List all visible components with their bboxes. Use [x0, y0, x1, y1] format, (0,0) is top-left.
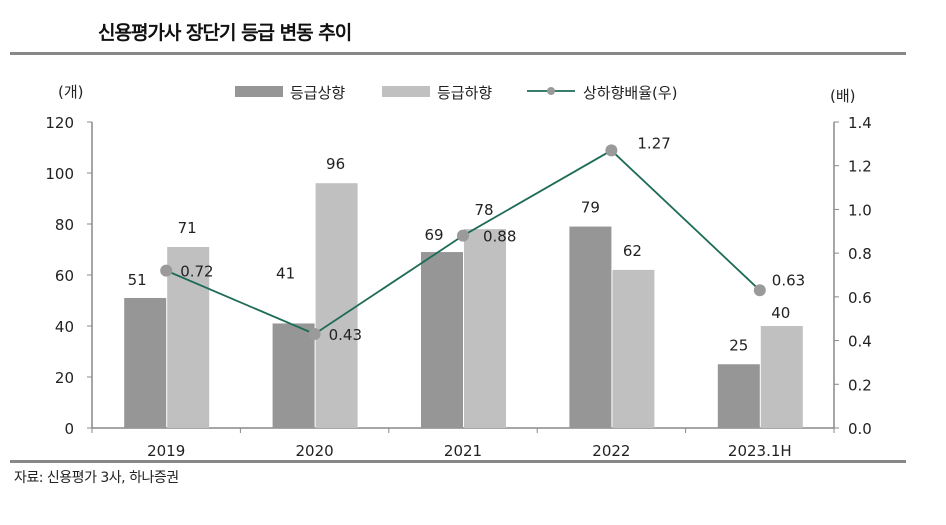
- ratio-value-label: 0.88: [483, 228, 516, 246]
- bar-downgrade: [612, 269, 655, 428]
- bar-value-label: 62: [623, 242, 642, 260]
- bar-value-label: 51: [128, 271, 147, 289]
- left-tick-label: 40: [55, 318, 74, 336]
- bar-upgrade: [717, 364, 760, 428]
- left-tick-label: 20: [55, 369, 74, 387]
- legend-label: 등급상향: [290, 84, 345, 102]
- ratio-marker: [160, 264, 173, 277]
- ratio-value-label: 1.27: [637, 134, 670, 152]
- legend-label: 상하향배율(우): [583, 84, 678, 102]
- title-rule: [10, 52, 906, 55]
- ratio-marker: [308, 328, 321, 341]
- left-tick-label: 60: [55, 267, 74, 285]
- x-tick-label: 2021: [444, 442, 482, 460]
- chart-svg: 0 20 40 60 80 100 120 0.0 0.2 0.4 0.6 0.8 1.0 1.2 1.4 (…: [45, 83, 872, 460]
- ratio-marker: [605, 144, 618, 157]
- bar-value-label: 78: [474, 201, 493, 219]
- right-tick-label: 0.6: [848, 289, 872, 307]
- right-tick-label: 1.0: [848, 201, 872, 219]
- bar-value-label: 96: [326, 155, 345, 173]
- right-tick-label: 0.0: [848, 420, 872, 438]
- ratio-marker: [753, 284, 766, 297]
- ratio-value-label: 0.72: [180, 263, 213, 281]
- bar-value-label: 79: [581, 199, 600, 217]
- legend-swatch-upgrade: [235, 86, 283, 97]
- source-note: 자료: 신용평가 3사, 하나증권: [14, 470, 179, 486]
- legend-label: 등급하향: [437, 84, 492, 102]
- right-tick-label: 0.4: [848, 333, 872, 351]
- bar-value-label: 69: [424, 226, 443, 244]
- x-tick-label: 2019: [147, 442, 185, 460]
- right-tick-label: 0.2: [848, 376, 872, 394]
- right-tick-label: 1.4: [848, 114, 872, 132]
- bottom-rule: [10, 460, 906, 463]
- x-tick-label: 2022: [592, 442, 630, 460]
- bar-upgrade: [421, 252, 463, 428]
- left-tick-label: 0: [64, 420, 74, 438]
- bar-value-label: 40: [771, 304, 790, 322]
- bar-value-label: 71: [178, 219, 197, 237]
- right-tick-label: 0.8: [848, 245, 872, 263]
- ratio-value-label: 0.43: [329, 326, 362, 344]
- bar-downgrade: [760, 326, 803, 428]
- ratio-marker: [457, 229, 469, 242]
- legend-swatch-downgrade: [382, 86, 430, 97]
- legend-swatch-ratio-marker: [547, 87, 555, 95]
- bar-downgrade: [315, 183, 358, 428]
- right-axis-unit: (배): [830, 87, 856, 105]
- left-axis-unit: (개): [58, 83, 84, 101]
- bar-upgrade: [124, 297, 167, 428]
- right-tick-label: 1.2: [848, 158, 872, 176]
- bar-downgrade: [167, 246, 210, 428]
- left-tick-label: 80: [55, 216, 74, 234]
- left-tick-label: 100: [45, 165, 74, 183]
- x-tick-label: 2023.1H: [728, 442, 792, 460]
- bar-value-label: 41: [276, 264, 295, 282]
- bar-value-label: 25: [729, 336, 748, 354]
- bar-downgrade: [464, 229, 506, 428]
- x-tick-label: 2020: [296, 442, 334, 460]
- bar-upgrade: [569, 226, 612, 428]
- left-tick-label: 120: [45, 114, 74, 132]
- chart-title: 신용평가사 장단기 등급 변동 추이: [98, 22, 352, 44]
- ratio-value-label: 0.63: [772, 271, 805, 289]
- bar-upgrade: [272, 323, 315, 428]
